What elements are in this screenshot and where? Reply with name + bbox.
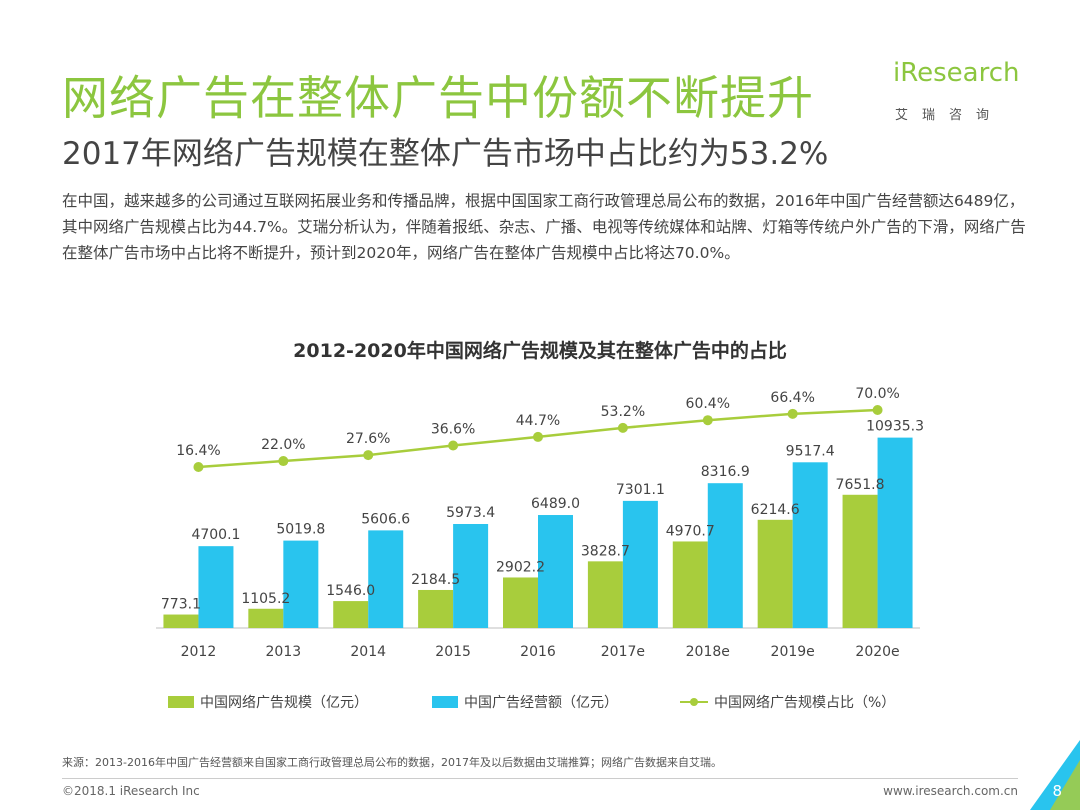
website-link[interactable]: www.iresearch.com.cn: [883, 784, 1018, 798]
share-point: [533, 431, 543, 442]
bar-online-ad: [163, 614, 199, 628]
bar-total-ad: [453, 523, 489, 628]
legend-item-total-ad: 中国广告经营额（亿元）: [432, 692, 618, 712]
page-number: 8: [1052, 782, 1062, 800]
data-label-online-ad: 773.1: [161, 597, 201, 613]
x-tick-label: 2015: [435, 644, 471, 660]
legend-item-online-ad: 中国网络广告规模（亿元）: [168, 692, 368, 712]
data-label-share: 60.4%: [686, 396, 730, 412]
legend-label-share: 中国网络广告规模占比（%）: [714, 695, 896, 711]
bar-online-ad: [587, 561, 623, 628]
legend-item-share: 中国网络广告规模占比（%）: [680, 692, 895, 712]
x-tick-label: 2016: [520, 644, 556, 660]
legend-swatch-blue: [432, 696, 458, 708]
share-point: [702, 415, 713, 426]
data-label-online-ad: 7651.8: [836, 477, 885, 493]
data-label-share: 27.6%: [346, 431, 390, 447]
data-label-share: 44.7%: [516, 413, 560, 429]
data-label-share: 66.4%: [770, 390, 814, 406]
data-label-online-ad: 4970.7: [666, 523, 715, 539]
x-tick-label: 2014: [350, 644, 386, 660]
bar-total-ad: [368, 530, 404, 628]
share-point: [363, 450, 374, 461]
logo-subtitle: 艾瑞咨询: [895, 108, 1004, 123]
data-label-online-ad: 6214.6: [751, 502, 800, 518]
page-title: 网络广告在整体广告中份额不断提升: [62, 71, 814, 125]
data-label-online-ad: 1546.0: [326, 583, 375, 599]
share-point: [787, 408, 798, 419]
chart-legend: 中国网络广告规模（亿元） 中国广告经营额（亿元） 中国网络广告规模占比（%）: [0, 692, 1080, 716]
bar-total-ad: [877, 437, 913, 628]
data-label-share: 70.0%: [855, 386, 899, 402]
source-note: 来源：2013-2016年中国广告经营额来自国家工商行政管理总局公布的数据，20…: [62, 756, 722, 769]
x-tick-label: 2017e: [601, 644, 645, 660]
data-label-total-ad: 5973.4: [446, 505, 495, 521]
data-label-online-ad: 1105.2: [241, 591, 290, 607]
data-label-share: 53.2%: [601, 404, 645, 420]
share-point: [872, 405, 883, 415]
x-tick-label: 2013: [266, 644, 302, 660]
copyright: ©2018.1 iResearch Inc: [62, 784, 200, 798]
data-label-total-ad: 10935.3: [866, 419, 924, 435]
bar-online-ad: [248, 608, 284, 628]
x-tick-label: 2018e: [686, 644, 730, 660]
bar-online-ad: [842, 494, 878, 628]
chart-title: 2012-2020年中国网络广告规模及其在整体广告中的占比: [293, 340, 787, 362]
intro-paragraph: 在中国，越来越多的公司通过互联网拓展业务和传播品牌，根据中国国家工商行政管理总局…: [62, 192, 1026, 262]
data-label-total-ad: 6489.0: [531, 496, 580, 512]
data-label-total-ad: 8316.9: [701, 464, 750, 480]
data-label-total-ad: 5606.6: [361, 511, 410, 527]
data-label-total-ad: 7301.1: [616, 482, 665, 498]
bar-total-ad: [707, 483, 743, 628]
share-point: [193, 462, 204, 472]
data-label-share: 16.4%: [176, 443, 220, 459]
data-label-online-ad: 2184.5: [411, 572, 460, 588]
legend-label-online-ad: 中国网络广告规模（亿元）: [200, 695, 368, 711]
data-label-online-ad: 2902.2: [496, 559, 545, 575]
x-tick-label: 2019e: [771, 644, 815, 660]
legend-swatch-green: [168, 696, 194, 708]
data-label-total-ad: 9517.4: [786, 443, 835, 459]
logo-banner-icon: [893, 62, 1028, 96]
data-label-online-ad: 3828.7: [581, 543, 630, 559]
bar-total-ad: [792, 462, 828, 628]
bar-total-ad: [283, 540, 319, 628]
bar-total-ad: [622, 500, 658, 628]
legend-label-total-ad: 中国广告经营额（亿元）: [464, 695, 618, 711]
bar-total-ad: [198, 546, 234, 628]
data-label-share: 22.0%: [261, 437, 305, 453]
bar-online-ad: [757, 519, 793, 628]
bar-online-ad: [672, 541, 708, 628]
legend-line-marker: [680, 696, 708, 708]
x-tick-label: 2012: [181, 644, 217, 660]
data-label-share: 36.6%: [431, 422, 475, 438]
x-tick-label: 2020e: [855, 644, 899, 660]
share-point: [448, 440, 459, 451]
data-label-total-ad: 5019.8: [276, 522, 325, 538]
corner-decoration-icon: [1030, 740, 1080, 810]
combo-chart: 773.1 4700.1 2012 1105.2 5019.8 2013 1546.0 560…: [156, 386, 924, 660]
iresearch-logo: iResearch 艾瑞咨询: [893, 58, 1033, 123]
bar-online-ad: [333, 601, 369, 628]
bar-online-ad: [503, 577, 538, 628]
footer-divider: [62, 778, 1018, 779]
bar-online-ad: [418, 589, 454, 628]
share-point: [617, 422, 628, 433]
share-point: [278, 456, 289, 467]
bar-total-ad: [538, 515, 573, 628]
logo-brand: iResearch: [893, 58, 1020, 88]
data-label-total-ad: 4700.1: [191, 527, 240, 543]
page-subtitle: 2017年网络广告规模在整体广告市场中占比约为53.2%: [62, 136, 829, 172]
